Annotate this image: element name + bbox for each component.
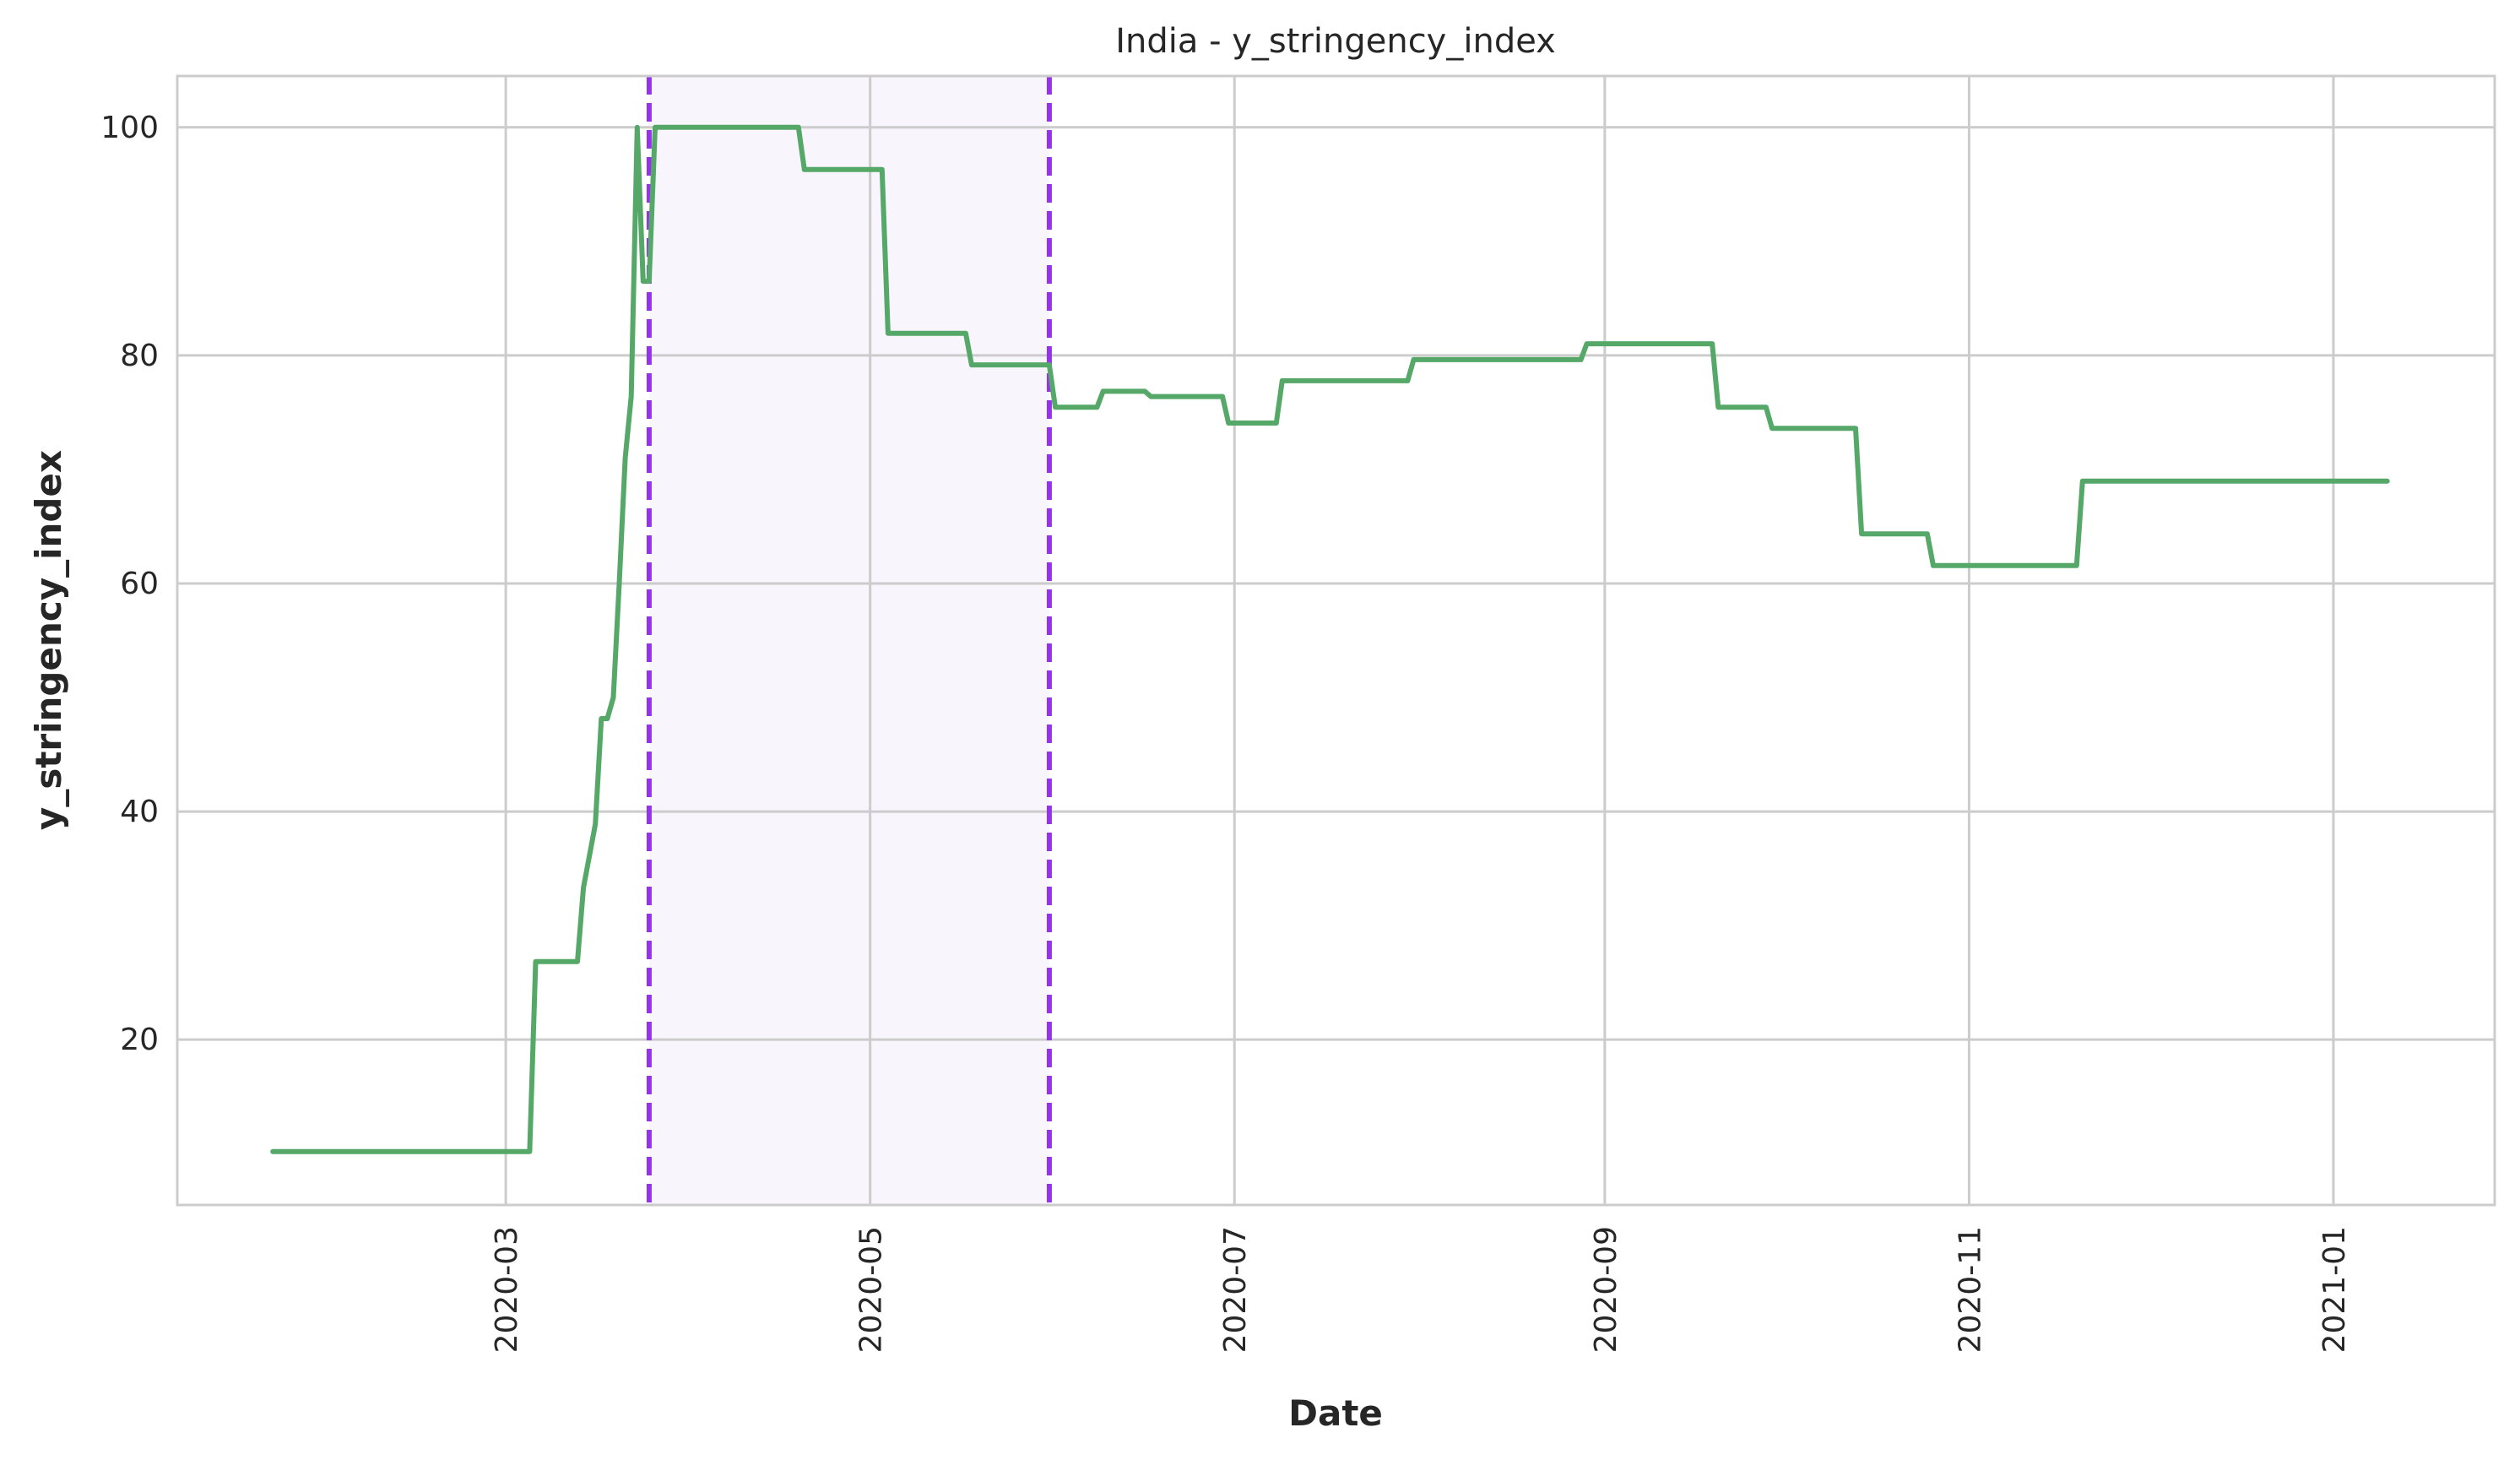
plot-frame (176, 74, 2496, 1207)
x-tick-label: 2020-11 (1953, 1226, 1987, 1353)
y-axis-label: y_stringency_index (28, 450, 69, 830)
y-tick-label: 20 (120, 1023, 159, 1057)
y-tick-label: 80 (120, 339, 159, 373)
x-axis-label: Date (1288, 1392, 1383, 1434)
grid-layer (177, 76, 2495, 1205)
x-tick-label: 2020-05 (854, 1226, 889, 1353)
series-line (270, 124, 2390, 1154)
shaded-region-layer (648, 76, 1049, 1205)
x-tick-label: 2021-01 (2317, 1226, 2352, 1353)
shaded-region (648, 76, 1049, 1205)
x-tick-labels: 2020-03 2020-05 2020-07 2020-09 2020-11 2021-… (490, 1226, 2352, 1353)
y-tick-labels: 20 40 60 80 100 (100, 111, 159, 1057)
x-tick-label: 2020-03 (490, 1226, 524, 1353)
y-tick-label: 60 (120, 567, 159, 601)
x-tick-label: 2020-07 (1218, 1226, 1253, 1353)
plot-area-background (177, 76, 2495, 1205)
chart-title: India - y_stringency_index (1115, 22, 1556, 61)
x-tick-label: 2020-09 (1589, 1226, 1623, 1353)
y-tick-label: 100 (100, 111, 159, 145)
series-layer (270, 124, 2390, 1154)
y-tick-label: 40 (120, 795, 159, 829)
